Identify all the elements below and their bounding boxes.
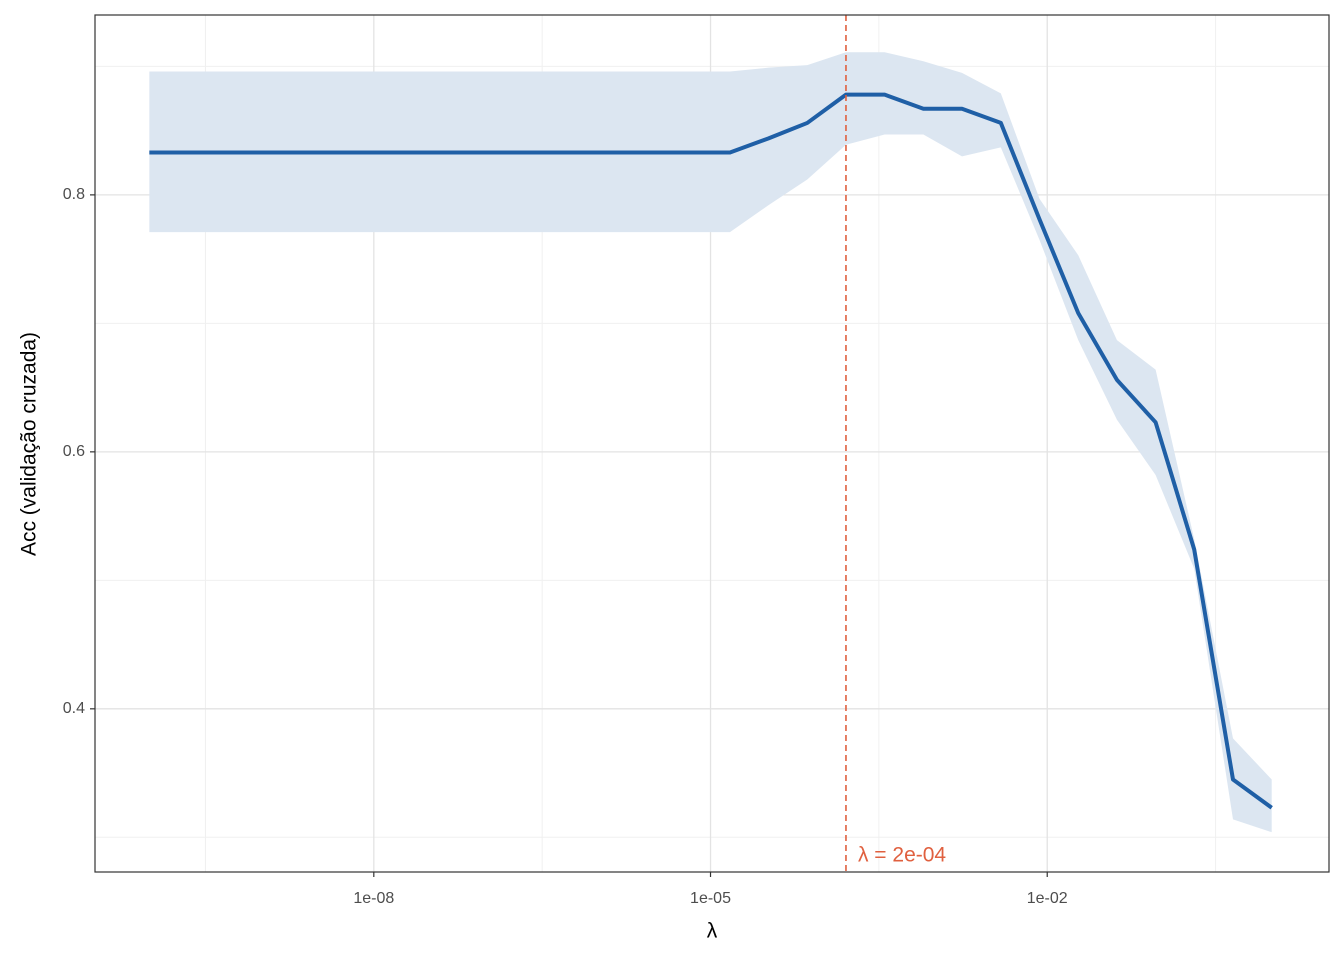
- confidence-band: [149, 52, 1272, 833]
- x-axis-title: λ: [707, 920, 718, 943]
- line: [149, 92, 1273, 810]
- plot-area: λ = 2e-04: [149, 15, 1273, 872]
- y-tick-label: 0.8: [63, 186, 85, 203]
- annotation: λ = 2e-04: [858, 844, 946, 867]
- y-axis-title: Acc (validação cruzada): [18, 332, 41, 556]
- panel-border: [94, 14, 1330, 873]
- x-tick-label: 1e-05: [690, 890, 731, 907]
- y-tick-label: 0.4: [63, 700, 85, 717]
- y-tick-label: 0.6: [63, 443, 85, 460]
- x-tick-label: 1e-08: [353, 890, 394, 907]
- x-tick-label: 1e-02: [1027, 890, 1068, 907]
